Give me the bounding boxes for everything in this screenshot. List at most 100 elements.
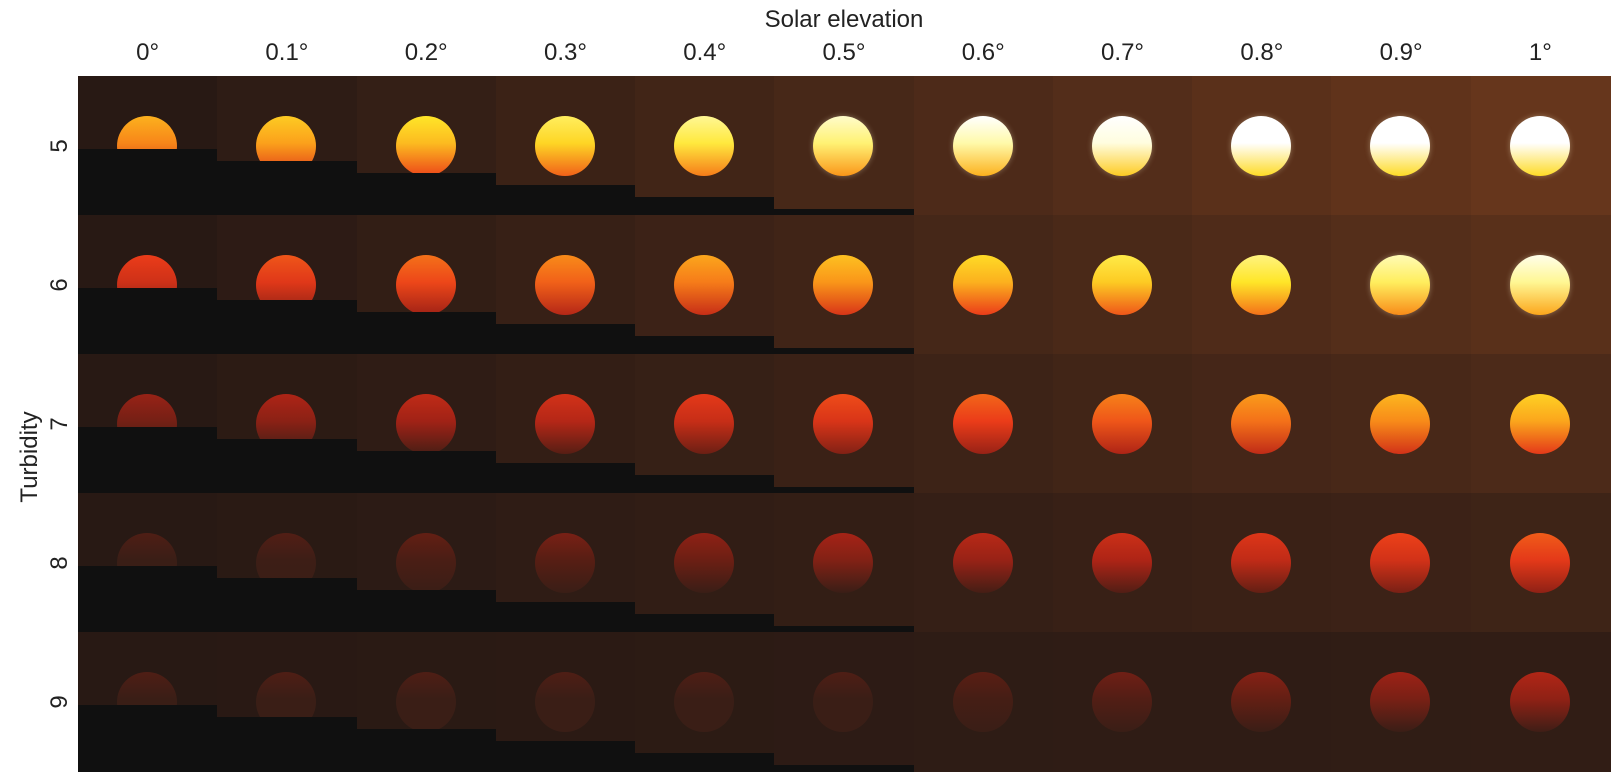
render-cell <box>356 632 497 772</box>
render-grid <box>78 76 1611 772</box>
sun-disc <box>1509 533 1570 593</box>
render-cell <box>1192 632 1333 772</box>
render-cell <box>78 215 218 355</box>
render-cell <box>1052 354 1193 494</box>
sun-disc <box>813 394 874 454</box>
render-cell <box>913 354 1054 494</box>
sun-disc <box>1091 672 1152 732</box>
sun-disc <box>1231 533 1292 593</box>
render-cell <box>1192 215 1333 355</box>
render-cell <box>1052 493 1193 633</box>
horizon-band <box>217 299 358 355</box>
horizon-band <box>635 196 775 216</box>
sun-disc <box>1091 394 1152 454</box>
horizon-band <box>635 474 775 494</box>
horizon-band <box>774 486 915 494</box>
sun-disc <box>395 255 456 315</box>
render-cell <box>495 76 636 216</box>
sun-disc <box>674 116 735 176</box>
horizon-band <box>356 589 497 633</box>
horizon-band <box>495 601 636 633</box>
render-cell <box>1192 493 1333 633</box>
render-cell <box>495 493 636 633</box>
render-cell <box>635 354 775 494</box>
elevation-label: 0° <box>136 39 160 66</box>
render-cell <box>1331 493 1472 633</box>
turbidity-label: 6 <box>42 215 78 354</box>
sun-disc <box>952 394 1013 454</box>
elevation-label: 0.3° <box>543 39 587 66</box>
sun-disc <box>1091 533 1152 593</box>
render-cell <box>1331 215 1472 355</box>
horizon-band <box>78 287 218 355</box>
turbidity-label: 8 <box>42 493 78 632</box>
render-cell <box>78 76 218 216</box>
render-cell <box>1331 632 1472 772</box>
sun-disc <box>952 672 1013 732</box>
sun-disc <box>674 533 735 593</box>
render-cell <box>1052 632 1193 772</box>
sun-disc <box>1370 672 1431 732</box>
horizon-band <box>356 311 497 355</box>
render-cell <box>635 632 775 772</box>
render-cell <box>913 493 1054 633</box>
sun-disc <box>1370 255 1431 315</box>
sun-disc <box>534 533 595 593</box>
render-cell <box>356 215 497 355</box>
x-axis-title: Solar elevation <box>764 6 924 33</box>
render-cell <box>1052 215 1193 355</box>
turbidity-label-text: 7 <box>46 416 73 431</box>
horizon-band <box>78 704 218 772</box>
sun-disc <box>674 672 735 732</box>
elevation-label: 0.4° <box>683 39 727 66</box>
horizon-band <box>78 565 218 633</box>
elevation-label: 1° <box>1528 39 1552 66</box>
sun-disc <box>674 394 735 454</box>
sun-disc <box>1370 533 1431 593</box>
sun-disc <box>813 255 874 315</box>
render-cell <box>1470 76 1611 216</box>
sun-disc <box>813 116 874 176</box>
sun-disc <box>1509 672 1570 732</box>
horizon-band <box>495 323 636 355</box>
render-cell <box>774 354 915 494</box>
horizon-band <box>356 450 497 494</box>
horizon-band <box>217 716 358 772</box>
render-cell <box>217 215 358 355</box>
render-cell <box>774 632 915 772</box>
sun-disc <box>1370 394 1431 454</box>
render-cell <box>495 354 636 494</box>
elevation-label: 0.2° <box>404 39 448 66</box>
sun-disc <box>1509 394 1570 454</box>
elevation-labels: 0° 0.1° 0.2° 0.3° 0.4° 0.5° 0.6° 0.7° 0.8° 0.9° 1° <box>78 38 1610 72</box>
horizon-band <box>635 613 775 633</box>
render-cell <box>635 76 775 216</box>
horizon-band <box>774 625 915 633</box>
sun-disc <box>952 116 1013 176</box>
horizon-band <box>495 184 636 216</box>
sun-disc <box>1509 116 1570 176</box>
render-cell <box>217 354 358 494</box>
horizon-band <box>217 438 358 494</box>
render-cell <box>774 215 915 355</box>
render-cell <box>1331 76 1472 216</box>
turbidity-label-text: 6 <box>46 277 73 292</box>
render-cell <box>356 493 497 633</box>
turbidity-label: 7 <box>42 354 78 493</box>
horizon-band <box>495 740 636 772</box>
turbidity-label-text: 8 <box>46 555 73 570</box>
sun-disc <box>395 116 456 176</box>
render-cell <box>356 76 497 216</box>
horizon-band <box>774 208 915 216</box>
sun-disc <box>674 255 735 315</box>
horizon-band <box>356 728 497 772</box>
sun-disc <box>534 672 595 732</box>
sun-disc <box>952 255 1013 315</box>
render-cell <box>913 76 1054 216</box>
render-cell <box>1192 354 1333 494</box>
render-cell <box>495 632 636 772</box>
sun-disc <box>534 116 595 176</box>
render-cell <box>217 76 358 216</box>
horizon-band <box>217 577 358 633</box>
